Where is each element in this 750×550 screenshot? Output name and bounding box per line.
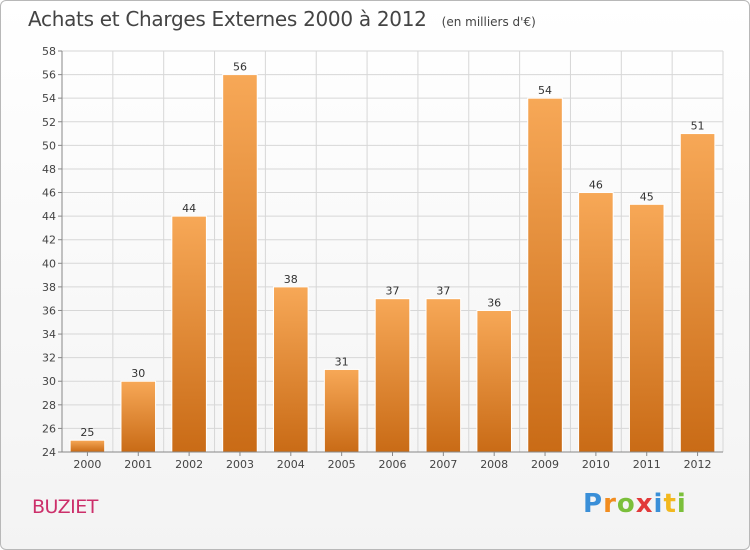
bars: 25 30 44 56 38 31 37 37 36 54 46 45 51 — [69, 61, 716, 453]
proxiti-logo: Proxiti — [583, 489, 687, 519]
bar-2005 — [323, 368, 360, 453]
x-tick-label: 2002 — [175, 458, 203, 471]
x-tick-label: 2007 — [429, 458, 457, 471]
x-tick-label: 2003 — [226, 458, 254, 471]
y-tick-label: 44 — [42, 210, 56, 223]
logo-letter: P — [583, 489, 604, 519]
bar-2003 — [222, 74, 258, 453]
y-tick-label: 36 — [42, 304, 56, 317]
logo-letter: x — [635, 489, 654, 519]
commune-name: BUZIET — [32, 496, 98, 518]
x-tick-label: 2001 — [124, 458, 152, 471]
chart-title-text: Achats et Charges Externes 2000 à 2012 — [28, 7, 427, 31]
x-tick-label: 2008 — [480, 458, 508, 471]
bar-2007 — [425, 298, 462, 453]
y-tick-label: 50 — [42, 139, 56, 152]
bar-value-label: 51 — [691, 120, 705, 133]
bar-2006 — [374, 298, 411, 453]
bar-2002 — [171, 215, 207, 453]
x-tick-label: 2005 — [328, 458, 356, 471]
bar-value-label: 38 — [284, 273, 298, 286]
logo-letter: t — [663, 489, 677, 519]
bar-2012 — [679, 133, 716, 453]
bar-value-label: 37 — [386, 285, 400, 298]
y-tick-label: 48 — [42, 163, 56, 176]
y-tick-label: 54 — [42, 92, 56, 105]
x-tick-label: 2009 — [531, 458, 559, 471]
y-tick-label: 38 — [42, 281, 56, 294]
y-tick-label: 46 — [42, 187, 56, 200]
logo-letter: o — [616, 489, 636, 519]
logo-letter: r — [603, 489, 617, 519]
y-tick-label: 58 — [42, 45, 56, 58]
bar-2001 — [120, 380, 157, 453]
y-tick-label: 30 — [42, 375, 56, 388]
y-tick-label: 52 — [42, 116, 56, 129]
x-tick-label: 2006 — [379, 458, 407, 471]
y-tick-label: 28 — [42, 399, 56, 412]
x-tick-label: 2004 — [277, 458, 305, 471]
chart-title: Achats et Charges Externes 2000 à 2012 (… — [28, 7, 536, 31]
bar-value-label: 56 — [233, 61, 247, 74]
y-tick-label: 40 — [42, 257, 56, 270]
y-tick-label: 32 — [42, 352, 56, 365]
bar-2004 — [273, 286, 309, 453]
y-tick-label: 56 — [42, 69, 56, 82]
bar-2000 — [69, 439, 106, 453]
axes: 24 26 28 30 32 34 36 38 40 42 44 46 48 50 52 54 56 58 2000… — [42, 45, 723, 471]
bar-value-label: 30 — [131, 367, 145, 380]
bar-value-label: 31 — [335, 355, 349, 368]
y-tick-label: 24 — [42, 446, 56, 459]
bar-value-label: 44 — [182, 202, 196, 215]
logo-letter: i — [676, 489, 687, 519]
bar-2010 — [578, 192, 614, 453]
x-tick-label: 2011 — [633, 458, 661, 471]
chart-unit-label: (en milliers d'€) — [441, 15, 536, 29]
bar-2009 — [527, 97, 563, 453]
bar-2008 — [476, 309, 512, 453]
bar-2011 — [628, 203, 665, 453]
logo-letter: i — [653, 489, 664, 519]
x-tick-label: 2000 — [73, 458, 101, 471]
y-tick-label: 26 — [42, 422, 56, 435]
bar-value-label: 45 — [640, 190, 654, 203]
bar-value-label: 46 — [589, 179, 603, 192]
y-tick-label: 42 — [42, 234, 56, 247]
x-tick-label: 2010 — [582, 458, 610, 471]
bar-value-label: 54 — [538, 84, 552, 97]
bar-value-label: 25 — [80, 426, 94, 439]
x-tick-label: 2012 — [684, 458, 712, 471]
y-tick-label: 34 — [42, 328, 56, 341]
bar-value-label: 36 — [487, 296, 501, 309]
bar-value-label: 37 — [436, 285, 450, 298]
